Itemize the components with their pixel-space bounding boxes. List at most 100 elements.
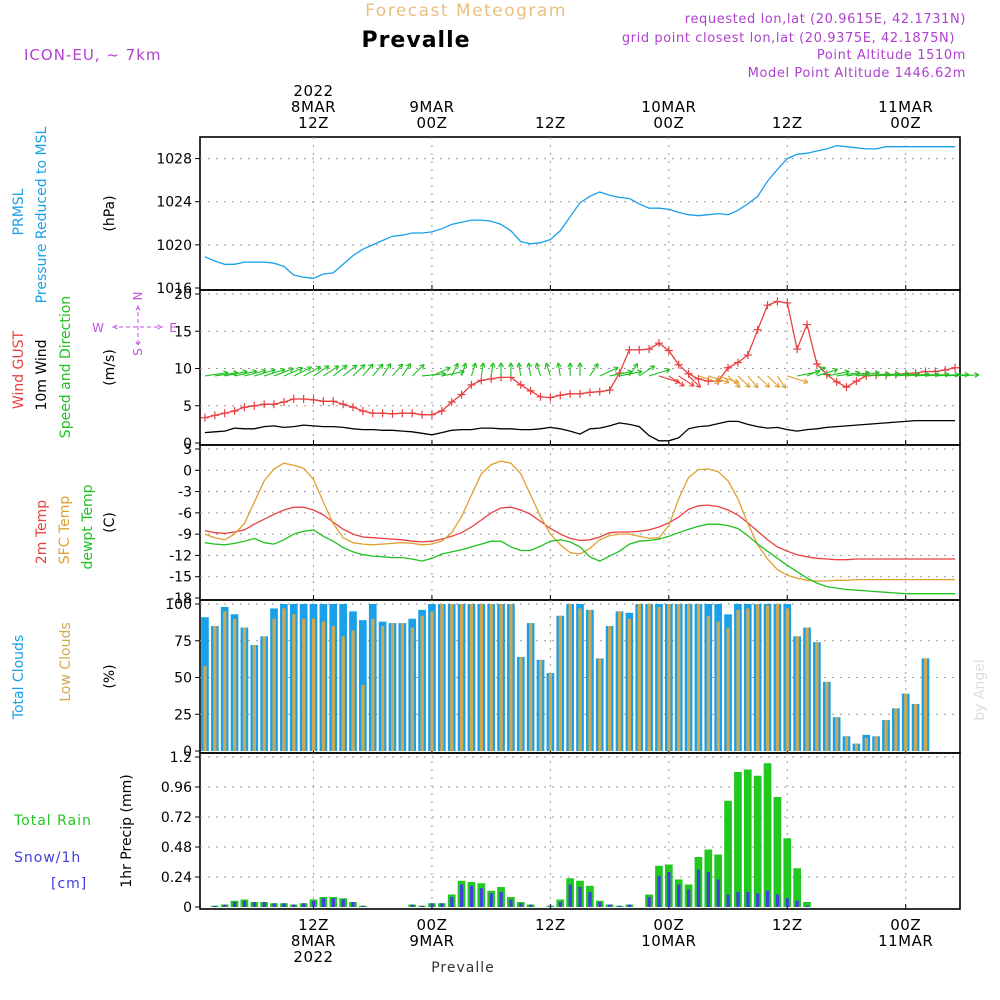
wind-arrow bbox=[352, 363, 366, 377]
ytick-label-pressure: 1028 bbox=[156, 152, 192, 168]
wind-arrow bbox=[508, 362, 514, 376]
time-label-bottom: 10MAR bbox=[641, 932, 696, 950]
ytick-label-precip: 0.48 bbox=[161, 840, 192, 856]
bar-low bbox=[736, 609, 740, 751]
bar-low bbox=[233, 618, 237, 751]
ytick-label-pressure: 1024 bbox=[156, 195, 192, 211]
wind-arrow bbox=[516, 362, 523, 377]
bar-snow bbox=[252, 902, 256, 907]
bar-low bbox=[558, 615, 562, 751]
time-label-bottom: 2022 bbox=[293, 948, 333, 966]
bar-low bbox=[252, 645, 256, 751]
marker-gust bbox=[733, 358, 742, 367]
wind-arrow bbox=[757, 375, 771, 388]
ytick-label-wind: 15 bbox=[174, 324, 192, 340]
bar-low bbox=[460, 604, 464, 751]
bar-low bbox=[430, 611, 434, 751]
marker-gust bbox=[260, 400, 269, 409]
panel-temperature: -18 -15 -12 -9 -6 -3 0 3 (C) 2m Temp SFC Temp dewpt… bbox=[34, 442, 961, 607]
wind-arrow bbox=[708, 375, 730, 385]
label-temp-0: 2m Temp bbox=[34, 500, 50, 564]
bar-low bbox=[627, 618, 632, 751]
time-label-top: 00Z bbox=[653, 114, 684, 132]
ytick-label-temperature: -3 bbox=[178, 485, 192, 501]
bar-low bbox=[677, 604, 681, 751]
bar-low bbox=[608, 626, 612, 751]
bar-low bbox=[302, 618, 306, 751]
bar-low bbox=[914, 703, 918, 751]
panel-precip: 0 0.24 0.48 0.72 0.96 1.2 1hr Precip (mm) Total… bbox=[13, 750, 961, 916]
ytick-label-clouds: 75 bbox=[174, 634, 192, 650]
bar-low bbox=[716, 621, 720, 751]
compass-legend: W E N S bbox=[92, 292, 177, 356]
wind-arrow bbox=[544, 362, 551, 377]
bar-low bbox=[904, 693, 908, 751]
time-label-top: 12Z bbox=[535, 114, 566, 132]
bar-low bbox=[588, 609, 592, 751]
ytick-label-pressure: 1020 bbox=[156, 238, 192, 254]
bar-low bbox=[696, 604, 701, 751]
ytick-label-pressure: 1016 bbox=[156, 281, 192, 297]
bar-rain bbox=[793, 868, 801, 907]
marker-gust bbox=[378, 409, 387, 418]
label-temp-2: dewpt Temp bbox=[80, 484, 96, 569]
time-label-bottom: 12Z bbox=[772, 916, 803, 934]
bar-snow bbox=[617, 905, 622, 907]
wind-arrow bbox=[401, 363, 412, 377]
marker-gust bbox=[339, 400, 348, 409]
bar-snow bbox=[716, 879, 720, 907]
bar-snow bbox=[242, 900, 247, 907]
panel-frame-pressure bbox=[199, 136, 961, 291]
location-title: Prevalle bbox=[361, 28, 470, 53]
time-label-top: 11MAR bbox=[878, 98, 933, 116]
bar-low bbox=[292, 614, 296, 751]
bar-low bbox=[321, 621, 326, 751]
product-title: Forecast Meteogram bbox=[365, 1, 567, 21]
marker-gust bbox=[724, 363, 733, 372]
ytick-label-clouds: 50 bbox=[174, 671, 192, 687]
bar-low bbox=[390, 623, 395, 751]
bar-low bbox=[805, 627, 809, 751]
bar-low bbox=[864, 737, 868, 751]
marker-gust bbox=[270, 400, 279, 409]
wind-arrow bbox=[737, 375, 751, 388]
marker-gust bbox=[566, 389, 575, 398]
bar-low bbox=[765, 605, 770, 751]
wind-arrow bbox=[489, 362, 496, 377]
marker-gust bbox=[645, 345, 654, 354]
ytick-label-temperature: -12 bbox=[169, 548, 192, 564]
wind-arrow bbox=[555, 362, 562, 377]
bar-low bbox=[223, 611, 227, 751]
bar-snow bbox=[647, 897, 651, 907]
bar-snow bbox=[765, 890, 770, 907]
bar-low bbox=[440, 604, 444, 751]
bar-snow bbox=[726, 894, 730, 907]
panel-pressure: 1016 1020 1024 1028 (hPa) PRMSL Pressure Reduc… bbox=[11, 126, 961, 303]
marker-gust bbox=[200, 413, 209, 422]
ytick-label-temperature: -18 bbox=[169, 591, 192, 607]
model-label: ICON-EU, ~ 7km bbox=[24, 46, 162, 64]
bar-snow bbox=[213, 905, 217, 907]
wind-arrow bbox=[678, 375, 695, 387]
label-temp-1: SFC Temp bbox=[57, 496, 73, 565]
marker-gust bbox=[279, 398, 288, 407]
marker-gust bbox=[773, 297, 782, 306]
bar-low bbox=[815, 642, 819, 751]
bar-low bbox=[242, 627, 247, 751]
bar-low bbox=[854, 743, 859, 751]
marker-gust bbox=[526, 386, 535, 395]
label-wind-0: Wind GUST bbox=[11, 330, 27, 409]
time-label-top: 12Z bbox=[298, 114, 329, 132]
wind-arrow bbox=[534, 362, 542, 377]
bar-snow bbox=[736, 892, 740, 907]
marker-gust bbox=[536, 392, 545, 401]
wind-arrow bbox=[787, 375, 809, 385]
ytick-label-precip: 0.72 bbox=[161, 810, 192, 826]
label-snow-unit: [cm] bbox=[51, 876, 87, 892]
bar-snow bbox=[292, 904, 296, 907]
bar-snow bbox=[272, 903, 276, 907]
label-low-clouds: Low Clouds bbox=[58, 622, 74, 701]
wind-arrow bbox=[955, 372, 980, 378]
marker-gust bbox=[329, 397, 338, 406]
compass-w: W bbox=[92, 321, 104, 335]
